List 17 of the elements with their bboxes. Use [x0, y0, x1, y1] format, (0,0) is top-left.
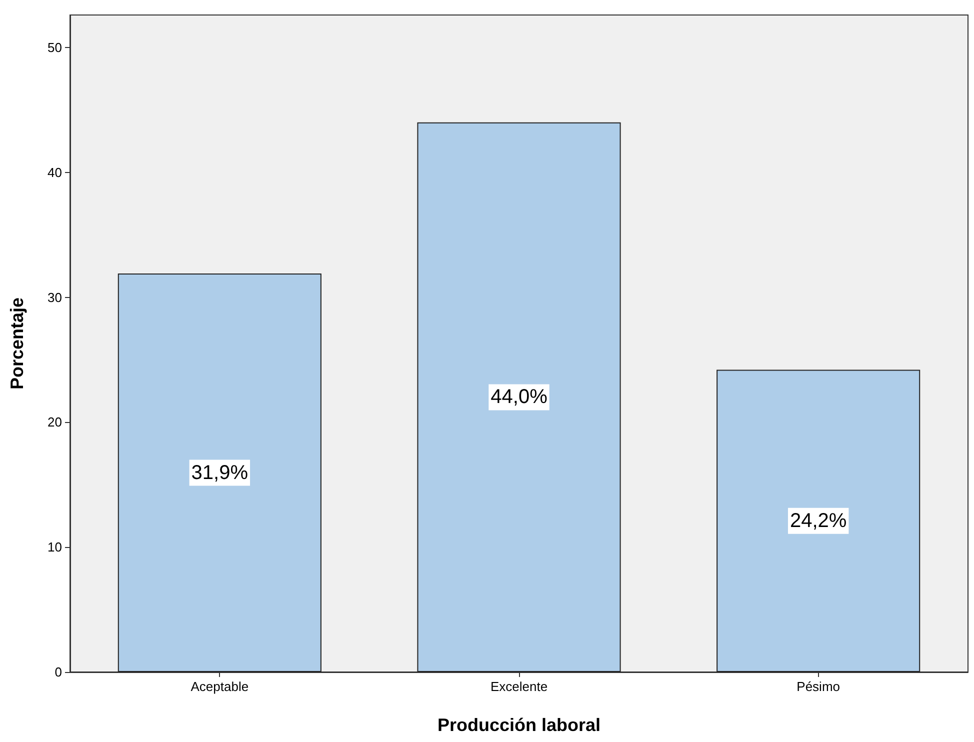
- y-tick-label: 30: [48, 290, 62, 305]
- data-label: 44,0%: [490, 386, 548, 408]
- bar: [118, 274, 322, 672]
- y-tick-label: 50: [48, 40, 62, 55]
- bar: [417, 122, 621, 672]
- y-tick-label: 40: [48, 164, 62, 180]
- data-label: 24,2%: [790, 510, 847, 532]
- y-tick-label: 10: [48, 540, 62, 555]
- x-axis-title: Producción laboral: [437, 715, 601, 735]
- x-tick-label: Excelente: [490, 679, 548, 694]
- y-tick-label: 0: [54, 664, 62, 680]
- y-tick-label: 20: [48, 414, 62, 430]
- bar: [716, 370, 920, 672]
- x-tick-label: Aceptable: [190, 679, 249, 694]
- y-axis-title: Porcentaje: [7, 297, 27, 390]
- data-label: 31,9%: [191, 462, 248, 484]
- x-tick-label: Pésimo: [796, 679, 840, 694]
